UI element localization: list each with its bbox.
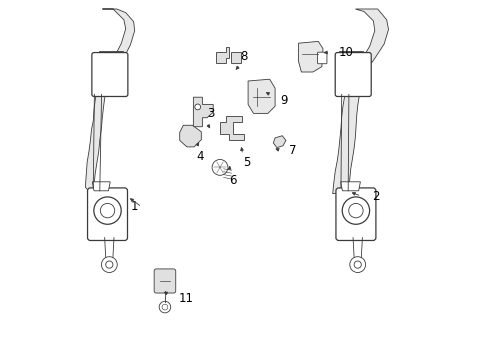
Bar xyxy=(338,69,363,77)
Bar xyxy=(99,60,123,68)
Polygon shape xyxy=(215,47,229,63)
Polygon shape xyxy=(273,136,285,148)
Text: 2: 2 xyxy=(371,190,379,203)
Polygon shape xyxy=(220,116,244,140)
Bar xyxy=(338,51,363,59)
FancyBboxPatch shape xyxy=(317,52,326,64)
Circle shape xyxy=(100,203,115,218)
FancyBboxPatch shape xyxy=(87,188,127,240)
Circle shape xyxy=(162,304,167,310)
Text: 6: 6 xyxy=(229,174,236,186)
Text: 7: 7 xyxy=(289,144,296,157)
Text: 4: 4 xyxy=(196,150,203,163)
Polygon shape xyxy=(230,52,241,63)
Bar xyxy=(99,69,123,77)
Text: 9: 9 xyxy=(280,94,287,107)
FancyBboxPatch shape xyxy=(154,269,175,293)
FancyBboxPatch shape xyxy=(335,188,375,240)
Polygon shape xyxy=(247,79,275,113)
Circle shape xyxy=(348,203,363,218)
Polygon shape xyxy=(193,97,213,127)
Circle shape xyxy=(342,197,369,224)
FancyBboxPatch shape xyxy=(335,53,370,96)
Bar xyxy=(338,60,363,68)
Circle shape xyxy=(94,197,121,224)
Bar xyxy=(338,78,363,86)
Polygon shape xyxy=(340,182,360,191)
FancyBboxPatch shape xyxy=(92,53,127,96)
Polygon shape xyxy=(179,125,201,147)
Text: 8: 8 xyxy=(240,50,247,63)
Polygon shape xyxy=(85,9,134,196)
Circle shape xyxy=(159,301,170,313)
Text: 10: 10 xyxy=(338,46,353,59)
Circle shape xyxy=(194,104,200,110)
Circle shape xyxy=(212,159,227,175)
Bar xyxy=(99,51,123,59)
Text: 11: 11 xyxy=(179,292,194,305)
Circle shape xyxy=(105,261,113,268)
Polygon shape xyxy=(332,9,387,194)
Text: 1: 1 xyxy=(131,201,138,213)
Polygon shape xyxy=(92,182,110,191)
Polygon shape xyxy=(298,41,322,72)
Circle shape xyxy=(349,257,365,273)
Circle shape xyxy=(353,261,361,268)
Circle shape xyxy=(101,257,117,273)
Text: 5: 5 xyxy=(242,156,249,169)
Text: 3: 3 xyxy=(206,107,214,120)
Bar xyxy=(99,78,123,86)
